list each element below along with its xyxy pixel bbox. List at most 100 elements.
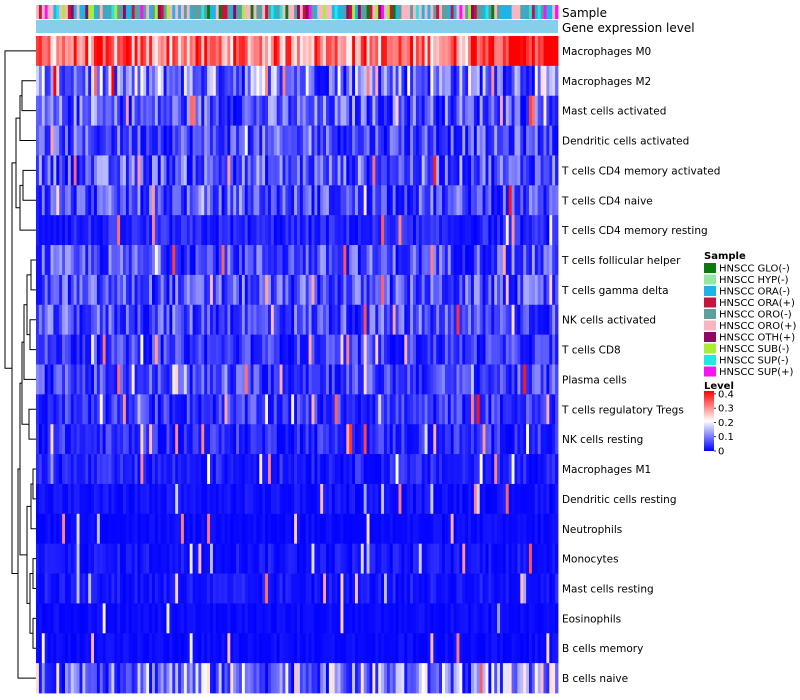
heatmap-cell <box>70 663 75 694</box>
heatmap-cell <box>279 334 283 365</box>
heatmap-cell <box>552 274 556 306</box>
heatmap-cell <box>154 424 159 455</box>
heatmap-cell <box>462 633 466 664</box>
heatmap-cell <box>282 304 286 336</box>
heatmap-cell <box>146 633 150 664</box>
heatmap-cell <box>436 155 440 186</box>
heatmap-cell <box>384 95 388 126</box>
heatmap-cell <box>534 185 539 216</box>
heatmap-cell <box>378 543 382 574</box>
heatmap-cell <box>360 36 365 67</box>
heatmap-cell <box>236 274 240 306</box>
heatmap-cell <box>140 155 144 186</box>
heatmap-cell <box>157 155 162 186</box>
heatmap-cell <box>334 663 338 694</box>
heatmap-cell <box>447 603 452 634</box>
heatmap-cell <box>427 274 431 306</box>
heatmap-cell <box>186 215 191 246</box>
heatmap-cell <box>488 95 492 126</box>
heatmap-cell <box>427 633 431 664</box>
heatmap-cell <box>160 424 164 455</box>
heatmap-cell <box>482 215 486 246</box>
heatmap-cell <box>389 573 394 604</box>
heatmap-cell <box>473 543 478 574</box>
heatmap-cell <box>157 334 162 365</box>
heatmap-cell <box>526 483 530 515</box>
heatmap-cell <box>389 245 394 276</box>
heatmap-cell <box>471 364 475 395</box>
heatmap-cell <box>215 334 220 365</box>
sample-annotation-cell <box>314 5 318 19</box>
heatmap-cell <box>476 155 481 186</box>
heatmap-cell <box>314 334 318 365</box>
heatmap-cell <box>96 245 101 276</box>
heatmap-cell <box>56 155 60 186</box>
heatmap-cell <box>108 364 112 395</box>
heatmap-cell <box>233 603 237 634</box>
heatmap-cell <box>343 185 347 216</box>
heatmap-cell <box>146 513 150 545</box>
heatmap-cell <box>314 543 318 574</box>
heatmap-cell <box>302 274 307 306</box>
heatmap-cell <box>99 155 104 186</box>
heatmap-cell <box>166 304 170 336</box>
dendrogram-branch <box>28 408 36 440</box>
heatmap-cell <box>253 543 257 574</box>
sample-annotation-cell <box>508 5 512 19</box>
heatmap-cell <box>276 513 280 545</box>
heatmap-cell <box>227 304 231 336</box>
heatmap-cell <box>320 454 324 485</box>
heatmap-cell <box>529 185 533 216</box>
heatmap-cell <box>523 663 527 694</box>
heatmap-cell <box>375 364 379 395</box>
heatmap-cell <box>517 454 521 485</box>
heatmap-cell <box>320 633 324 664</box>
heatmap-cell <box>552 155 556 186</box>
heatmap-cell <box>201 513 205 545</box>
heatmap-cell <box>140 454 144 485</box>
heatmap-cell <box>546 633 550 664</box>
heatmap-cell <box>349 454 353 485</box>
heatmap-cell <box>337 95 341 126</box>
heatmap-cell <box>384 513 388 545</box>
heatmap-cell <box>505 603 510 634</box>
heatmap-cell <box>125 215 130 246</box>
heatmap-cell <box>407 36 411 67</box>
heatmap-cell <box>427 424 431 455</box>
heatmap-cell <box>360 155 365 186</box>
heatmap-cell <box>401 543 405 574</box>
heatmap-cell <box>534 424 539 455</box>
heatmap-cell <box>514 394 518 425</box>
heatmap-cell <box>305 543 309 574</box>
heatmap-cell <box>183 274 188 306</box>
heatmap-cell <box>140 663 144 694</box>
heatmap-cell <box>381 304 385 336</box>
heatmap-cell <box>299 36 304 67</box>
heatmap-cell <box>514 663 518 694</box>
heatmap-cell <box>398 334 402 365</box>
heatmap-cell <box>73 65 77 97</box>
heatmap-cell <box>471 274 475 306</box>
heatmap-cell <box>247 424 251 455</box>
heatmap-cell <box>488 364 492 395</box>
heatmap-cell <box>247 215 251 246</box>
heatmap-cell <box>212 573 217 604</box>
sample-annotation-cell <box>198 5 202 19</box>
heatmap-cell <box>476 36 481 67</box>
heatmap-cell <box>531 245 536 276</box>
heatmap-cell <box>334 274 338 306</box>
heatmap-cell <box>285 364 289 395</box>
heatmap-cell <box>108 185 112 216</box>
heatmap-cell <box>157 633 162 664</box>
heatmap-cell <box>436 394 440 425</box>
heatmap-cell <box>224 663 228 694</box>
heatmap-cell <box>82 155 86 186</box>
heatmap-cell <box>102 394 106 425</box>
heatmap-cell <box>337 334 341 365</box>
heatmap-cell <box>241 513 246 545</box>
heatmap-cell <box>146 155 150 186</box>
heatmap-cell <box>456 245 460 276</box>
heatmap-cell <box>250 603 254 634</box>
heatmap-cell <box>349 185 353 216</box>
heatmap-cell <box>317 334 321 365</box>
